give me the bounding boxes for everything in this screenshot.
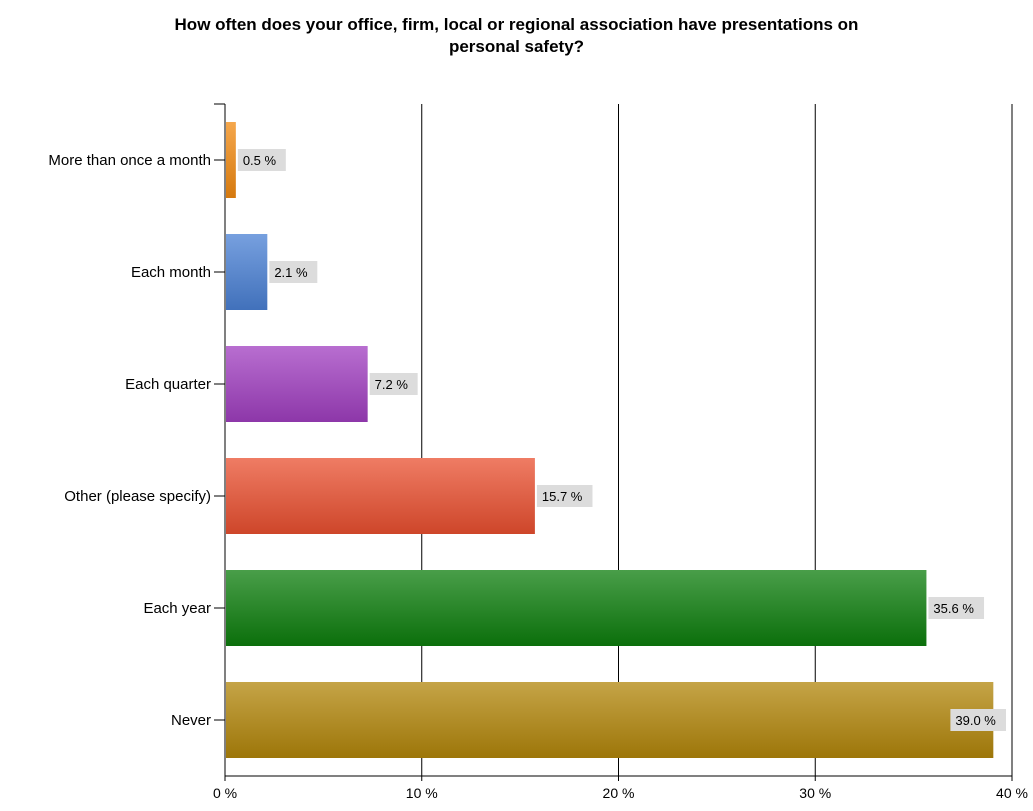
bars xyxy=(226,122,994,758)
axes xyxy=(214,103,1013,781)
x-tick-label: 40 % xyxy=(996,785,1028,801)
data-label: 7.2 % xyxy=(375,377,409,392)
category-label: Each month xyxy=(131,264,211,281)
category-label: Other (please specify) xyxy=(64,488,211,505)
x-tick-label: 0 % xyxy=(213,785,237,801)
data-label: 2.1 % xyxy=(274,265,308,280)
chart-title: How often does your office, firm, local … xyxy=(174,15,859,56)
data-label: 39.0 % xyxy=(955,713,996,728)
data-label-bg xyxy=(269,261,318,283)
data-label: 35.6 % xyxy=(933,601,974,616)
data-label-bg xyxy=(950,709,1006,731)
bar xyxy=(226,346,368,422)
data-label: 15.7 % xyxy=(542,489,583,504)
bar xyxy=(226,234,268,310)
data-label-bg xyxy=(928,597,985,619)
bar xyxy=(226,682,994,758)
gridlines xyxy=(421,104,1013,776)
x-tick-label: 20 % xyxy=(603,785,635,801)
bar xyxy=(226,122,236,198)
data-label-bg xyxy=(536,485,593,507)
bar xyxy=(226,458,535,534)
category-label: More than once a month xyxy=(48,152,211,169)
data-label-bg xyxy=(237,149,286,171)
bar xyxy=(226,570,927,646)
category-label: Never xyxy=(171,712,211,729)
data-label-bg xyxy=(369,373,418,395)
x-tick-label: 30 % xyxy=(799,785,831,801)
x-tick-label: 10 % xyxy=(406,785,438,801)
category-label: Each year xyxy=(143,600,211,617)
category-label: Each quarter xyxy=(125,376,211,393)
labels: 0 % 10 % 20 % 30 % 40 % More than once a mont… xyxy=(48,149,1028,801)
data-label: 0.5 % xyxy=(243,153,277,168)
